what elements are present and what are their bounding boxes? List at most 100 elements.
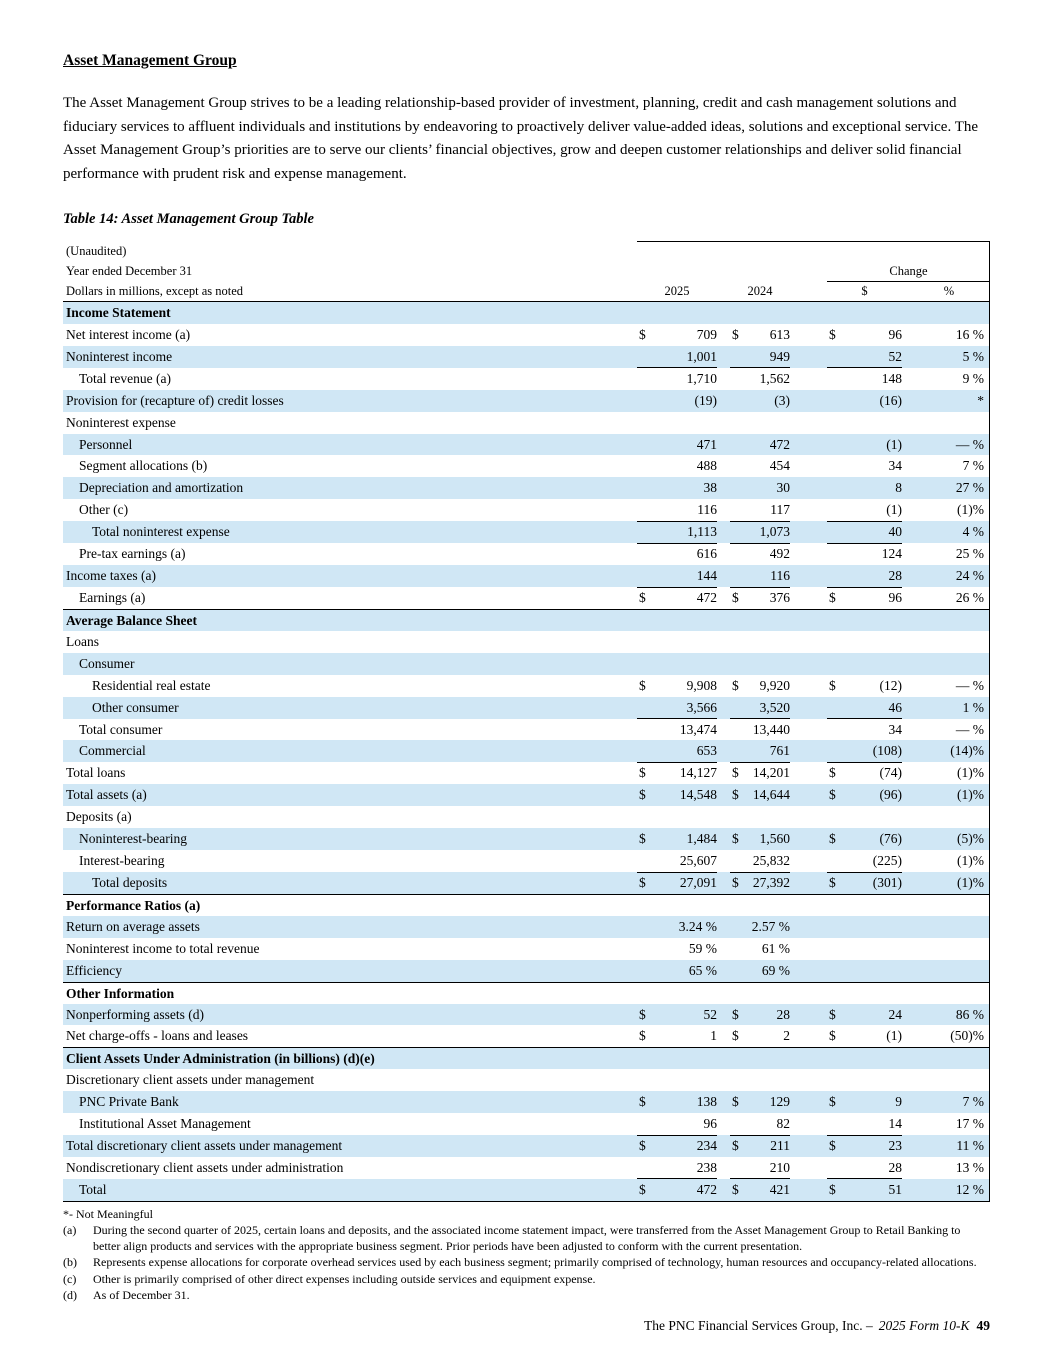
spacer: [717, 960, 730, 982]
value-change-percent: (14)%: [950, 743, 984, 759]
value-2024: 61 %: [761, 940, 790, 956]
value-change-dollar: 40: [839, 521, 902, 544]
dollar-sign-2025: [637, 521, 649, 544]
value-2025: [649, 653, 717, 675]
value-change-dollar: [839, 610, 902, 631]
value-change-percent: — %: [955, 677, 984, 693]
table-row: Total revenue (a) 1,710 1,562 148 9 %: [63, 368, 989, 390]
spacer: [790, 565, 827, 588]
spacer: [717, 565, 730, 588]
value-change-percent: [908, 806, 990, 828]
dollar-sign-change: [827, 412, 839, 434]
value-2024: [742, 895, 790, 916]
spacer: [717, 477, 730, 499]
section-header-row: Other Information: [63, 981, 989, 1004]
value-2025: 1,113: [649, 521, 717, 544]
dollar-sign-2025: $: [639, 589, 646, 605]
table-row: Other consumer 3,566 3,520 46 1 %: [63, 696, 989, 720]
row-label: Income taxes (a): [66, 568, 156, 584]
spacer: [717, 324, 730, 346]
table-row: Consumer: [63, 652, 989, 675]
value-2025: 3,566: [649, 697, 717, 720]
value-2024: 82: [742, 1113, 790, 1136]
value-2025: 38: [703, 480, 718, 496]
table-row: Efficiency 65 % 69 %: [63, 959, 990, 982]
value-change-percent: 7 %: [962, 458, 984, 474]
value-change-percent: 4 %: [962, 524, 984, 540]
page-title: Asset Management Group: [63, 52, 237, 69]
spacer: [790, 1004, 827, 1026]
spacer: [790, 938, 827, 960]
spacer: [790, 1113, 827, 1136]
dollar-sign-2025: [637, 850, 649, 873]
value-2025: [649, 1048, 717, 1069]
spacer: [717, 610, 730, 631]
table-row: Total loans $14,127 $14,201 $ (74) (1)%: [63, 762, 989, 784]
value-2025: 616: [696, 546, 717, 562]
dollar-sign-change: [827, 477, 839, 499]
dollar-sign-2025: $: [639, 787, 646, 803]
row-label: Residential real estate: [92, 677, 211, 693]
dollar-sign-2024: [730, 477, 742, 499]
row-label: Noninterest income to total revenue: [66, 940, 260, 956]
unaudited-label: (Unaudited): [66, 244, 127, 258]
spacer: [717, 368, 730, 390]
dollar-sign-2024: $: [732, 765, 739, 781]
table-row: PNC Private Bank $138 $129 $9 7 %: [63, 1091, 989, 1114]
spacer: [790, 697, 827, 720]
dollar-sign-2024: [730, 610, 742, 631]
spacer: [790, 895, 827, 916]
value-2024: 1,073: [742, 521, 790, 544]
dollar-sign-2025: [637, 390, 649, 412]
value-change-dollar: 52: [839, 346, 902, 369]
value-change-percent: [908, 960, 990, 982]
dollar-sign-2025: $: [639, 677, 646, 693]
row-label: Total: [79, 1181, 107, 1197]
value-change-percent: 24 %: [955, 568, 984, 584]
value-2024: [742, 1069, 790, 1091]
dollars-note-label: Dollars in millions, except as noted: [66, 284, 244, 298]
value-change-dollar: 9: [895, 1094, 902, 1110]
spacer: [790, 675, 827, 697]
row-label: Total assets (a): [66, 787, 147, 803]
value-change-percent: — %: [955, 436, 984, 452]
dollar-sign-2025: [637, 610, 649, 631]
column-header-2024: 2024: [747, 284, 773, 298]
value-2024: 1,560: [759, 831, 790, 847]
value-change-percent: (1)%: [957, 787, 984, 803]
row-label: Net interest income (a): [66, 326, 191, 342]
value-change-percent: 16 %: [955, 326, 984, 342]
footnote-text: As of December 31.: [93, 1288, 190, 1303]
dollar-sign-2025: $: [639, 326, 646, 342]
spacer: [790, 610, 827, 631]
spacer: [790, 1179, 827, 1201]
spacer: [717, 1048, 730, 1069]
value-change-percent: [908, 895, 990, 916]
dollar-sign-change: [827, 521, 839, 544]
value-change-percent: [908, 1048, 990, 1069]
table-row: Earnings (a) $472 $376 $96 26 %: [63, 587, 989, 609]
spacer: [717, 938, 730, 960]
value-change-dollar: 51: [888, 1181, 903, 1197]
dollar-sign-change: [827, 631, 839, 653]
dollar-sign-2025: [637, 455, 649, 477]
value-change-dollar: 14: [839, 1113, 902, 1136]
dollar-sign-2024: [730, 916, 742, 938]
footnote-item: (d) As of December 31.: [63, 1288, 990, 1304]
value-change-dollar: [839, 653, 902, 675]
dollar-sign-2024: [730, 653, 742, 675]
value-change-percent: 25 %: [955, 546, 984, 562]
spacer: [717, 1069, 730, 1091]
spacer: [717, 740, 730, 763]
table-body: Income Statement Net interest income (a) $…: [63, 302, 989, 1201]
value-2024: 14,201: [752, 765, 790, 781]
dollar-sign-change: [827, 850, 839, 873]
dollar-sign-2024: [730, 719, 742, 741]
dollar-sign-2024: [730, 368, 742, 390]
value-change-percent: 26 %: [955, 589, 984, 605]
spacer: [717, 895, 730, 916]
dollar-sign-2025: $: [639, 874, 646, 890]
value-change-dollar: (16): [879, 392, 903, 408]
table-row: Total discretionary client assets under …: [63, 1135, 989, 1157]
value-2024: [742, 1048, 790, 1069]
